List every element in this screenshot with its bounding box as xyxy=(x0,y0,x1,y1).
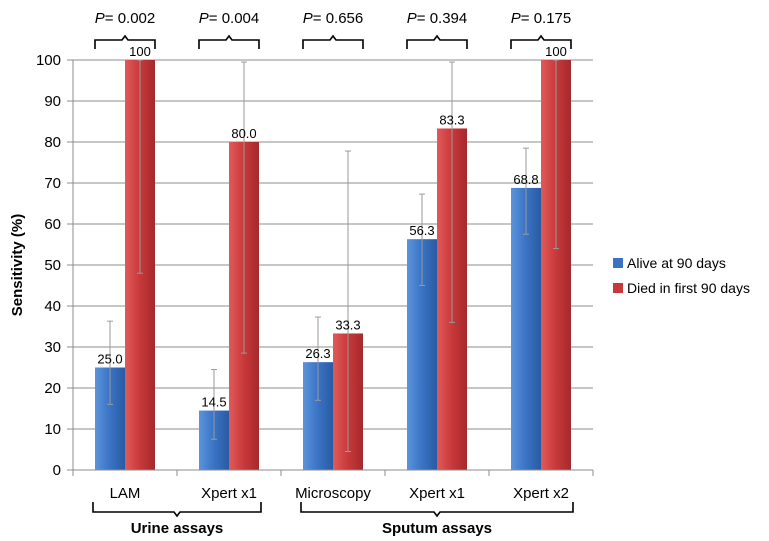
data-label: 26.3 xyxy=(305,346,330,361)
data-label: 14.5 xyxy=(201,395,226,410)
group-brackets: Urine assays Sputum assays xyxy=(92,502,574,537)
p-value-label: P= 0.175 xyxy=(511,10,571,27)
legend-swatch xyxy=(613,258,623,268)
p-value-prefix: P xyxy=(303,10,313,27)
data-label: 25.0 xyxy=(97,352,122,367)
x-tick-label: Xpert x2 xyxy=(513,485,569,502)
y-tick-label: 100 xyxy=(36,52,61,69)
y-tick-label: 10 xyxy=(44,421,61,438)
p-value-bracket xyxy=(510,34,572,49)
y-tick-label: 40 xyxy=(44,298,61,315)
y-tick-label: 90 xyxy=(44,93,61,110)
y-tick-label: 30 xyxy=(44,339,61,356)
legend-label: Died in first 90 days xyxy=(627,280,750,296)
data-label: 33.3 xyxy=(335,317,360,332)
p-value-prefix: P xyxy=(511,10,521,27)
group-bracket xyxy=(300,502,574,518)
p-value-text: = 0.656 xyxy=(313,10,363,27)
group-label: Sputum assays xyxy=(382,520,492,537)
p-value-label: P= 0.002 xyxy=(95,10,155,27)
data-label: 100 xyxy=(545,44,567,59)
group-bracket xyxy=(92,502,262,518)
p-value-brackets: P= 0.002 P= 0.004 P= 0.656 P= 0.394 P= 0.175 xyxy=(94,10,572,49)
data-label: 68.8 xyxy=(513,172,538,187)
y-tick-label: 60 xyxy=(44,216,61,233)
p-value-text: = 0.002 xyxy=(105,10,155,27)
legend-swatch xyxy=(613,283,623,293)
data-label: 56.3 xyxy=(409,223,434,238)
legend: Alive at 90 days Died in first 90 days xyxy=(613,255,750,296)
x-tick-label: Xpert x1 xyxy=(201,485,257,502)
error-bars xyxy=(107,59,559,453)
p-value-bracket xyxy=(302,34,364,49)
p-value-bracket xyxy=(198,34,260,49)
p-value-label: P= 0.004 xyxy=(199,10,259,27)
data-label: 100 xyxy=(129,44,151,59)
bar xyxy=(511,187,541,471)
y-tick-label: 20 xyxy=(44,380,61,397)
p-value-prefix: P xyxy=(95,10,105,27)
p-value-bracket xyxy=(406,34,468,49)
y-tick-label: 0 xyxy=(53,462,61,479)
p-value-text: = 0.394 xyxy=(417,10,467,27)
data-label: 80.0 xyxy=(231,126,256,141)
p-value-text: = 0.004 xyxy=(209,10,259,27)
y-tick-label: 70 xyxy=(44,175,61,192)
gridlines xyxy=(73,59,593,430)
x-axis: LAM Xpert x1 Microscopy Xpert x1 Xpert x2 xyxy=(72,469,594,502)
y-tick-label: 50 xyxy=(44,257,61,274)
group-label: Urine assays xyxy=(131,520,224,537)
y-axis: 0 10 20 30 40 50 60 70 80 90 100 xyxy=(36,52,74,479)
y-tick-label: 80 xyxy=(44,134,61,151)
legend-label: Alive at 90 days xyxy=(627,255,726,271)
data-label: 83.3 xyxy=(439,112,464,127)
p-value-label: P= 0.656 xyxy=(303,10,363,27)
x-tick-label: Microscopy xyxy=(295,485,371,502)
p-value-prefix: P xyxy=(199,10,209,27)
p-value-text: = 0.175 xyxy=(521,10,571,27)
x-tick-label: LAM xyxy=(110,485,141,502)
p-value-label: P= 0.394 xyxy=(407,10,467,27)
data-labels: 25.0 14.5 26.3 56.3 68.8 100 80.0 33.3 83.3 100 xyxy=(97,44,567,410)
p-value-bracket xyxy=(94,34,156,49)
p-value-prefix: P xyxy=(407,10,417,27)
y-axis-label: Sensitivity (%) xyxy=(9,214,26,317)
x-tick-label: Xpert x1 xyxy=(409,485,465,502)
